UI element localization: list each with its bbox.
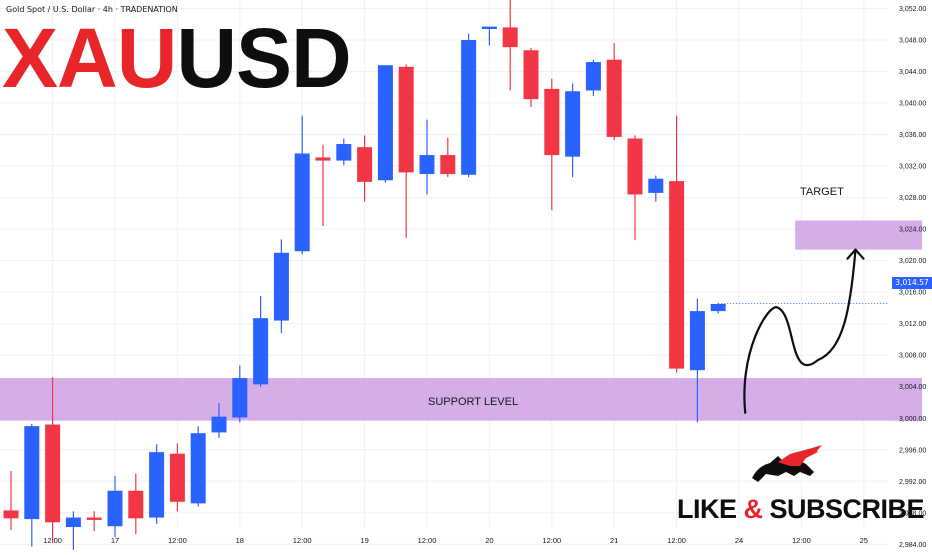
projection-arrow (718, 248, 888, 414)
candle-bear (669, 181, 685, 369)
x-tick-label: 20 (485, 536, 493, 545)
candle-bull (232, 378, 248, 418)
y-tick-label: 2,984.00 (899, 542, 926, 549)
y-tick-label: 3,044.00 (899, 69, 926, 76)
candle-bull (565, 91, 581, 157)
candle-bull (107, 490, 123, 527)
candle-bear (315, 157, 331, 161)
candle-bear (128, 490, 144, 519)
y-tick-label: 3,008.00 (899, 353, 926, 360)
support-level-label: SUPPORT LEVEL (428, 396, 519, 408)
target-label: TARGET (800, 186, 844, 198)
x-tick-label: 12:00 (792, 536, 811, 545)
y-tick-label: 2,988.00 (899, 510, 926, 517)
arrow-head-icon (846, 248, 865, 260)
x-tick-label: 12:00 (293, 536, 312, 545)
candle-bull (710, 304, 726, 312)
time-axis: 12:00 17 12:00 18 12:00 19 12:00 20 12:00 21 12:00… (43, 536, 868, 545)
candle-bear (440, 155, 456, 174)
candle-bear (45, 424, 61, 523)
y-tick-label: 3,020.00 (899, 258, 926, 265)
price-zones (0, 220, 923, 421)
candle-bear (606, 59, 622, 137)
x-tick-label: 12:00 (667, 536, 686, 545)
y-tick-label: 3,048.00 (899, 38, 926, 45)
candle-bear (357, 147, 373, 182)
candle-bull (336, 144, 352, 161)
candles (3, 0, 726, 551)
x-tick-label: 18 (236, 536, 244, 545)
target-zone (795, 220, 923, 250)
candle-bull (648, 178, 664, 193)
candle-bull (419, 155, 435, 174)
y-tick-label: 3,004.00 (899, 384, 926, 391)
x-tick-label: 12:00 (168, 536, 187, 545)
candle-bull (24, 426, 40, 520)
y-tick-label: 3,024.00 (899, 227, 926, 234)
candle-bull (149, 452, 165, 518)
title-part-xau: XAU (2, 11, 177, 105)
title-part-usd: USD (176, 11, 351, 105)
candle-bear (398, 66, 414, 173)
x-tick-label: 17 (111, 536, 119, 545)
candle-bull (65, 517, 81, 528)
candle-bull (461, 40, 477, 175)
x-tick-label: 12:00 (43, 536, 62, 545)
y-tick-label: 3,016.00 (899, 290, 926, 297)
candle-bear (502, 27, 518, 48)
candle-bull (253, 318, 269, 385)
cta-ampersand: & (743, 494, 764, 524)
candle-bull (211, 416, 227, 433)
candle-bull (273, 252, 289, 321)
y-tick-label: 3,032.00 (899, 164, 926, 171)
current-price-tag: 3,014.57 (892, 277, 932, 289)
candle-bull (481, 26, 497, 29)
cta-like: LIKE (677, 494, 737, 524)
x-tick-label: 24 (735, 536, 743, 545)
symbol-info: Gold Spot / U.S. Dollar · 4h · TRADENATI… (6, 5, 178, 14)
projection-path (743, 248, 857, 414)
candle-bear (627, 138, 643, 195)
candle-bull (294, 153, 310, 252)
y-tick-label: 3,012.00 (899, 321, 926, 328)
candle-bull (377, 65, 393, 181)
y-tick-label: 2,992.00 (899, 479, 926, 486)
price-axis: 2,984.00 2,988.00 2,992.00 2,996.00 3,000.00… (899, 6, 926, 549)
x-tick-label: 25 (860, 536, 868, 545)
x-tick-label: 12:00 (418, 536, 437, 545)
like-subscribe-banner: LIKE & SUBSCRIBE (677, 494, 925, 525)
bull-vs-bear-logo-icon (752, 445, 822, 482)
x-tick-label: 12:00 (542, 536, 561, 545)
candle-bull (190, 433, 206, 504)
candle-bear (3, 510, 19, 519)
cta-subscribe: SUBSCRIBE (769, 494, 925, 524)
candle-bull (689, 311, 705, 371)
candle-bear (544, 88, 560, 156)
y-tick-label: 3,052.00 (899, 6, 926, 13)
y-tick-label: 3,040.00 (899, 101, 926, 108)
x-tick-label: 21 (610, 536, 618, 545)
candle-bull (585, 62, 601, 91)
y-tick-label: 3,036.00 (899, 132, 926, 139)
y-tick-label: 3,028.00 (899, 195, 926, 202)
support-zone (0, 378, 923, 421)
candle-bear (86, 517, 102, 520)
candle-bear (169, 453, 185, 502)
candle-bear (523, 50, 539, 100)
y-tick-label: 3,000.00 (899, 416, 926, 423)
page-title: XAUUSD (2, 8, 352, 108)
x-tick-label: 19 (360, 536, 368, 545)
y-tick-label: 2,996.00 (899, 447, 926, 454)
